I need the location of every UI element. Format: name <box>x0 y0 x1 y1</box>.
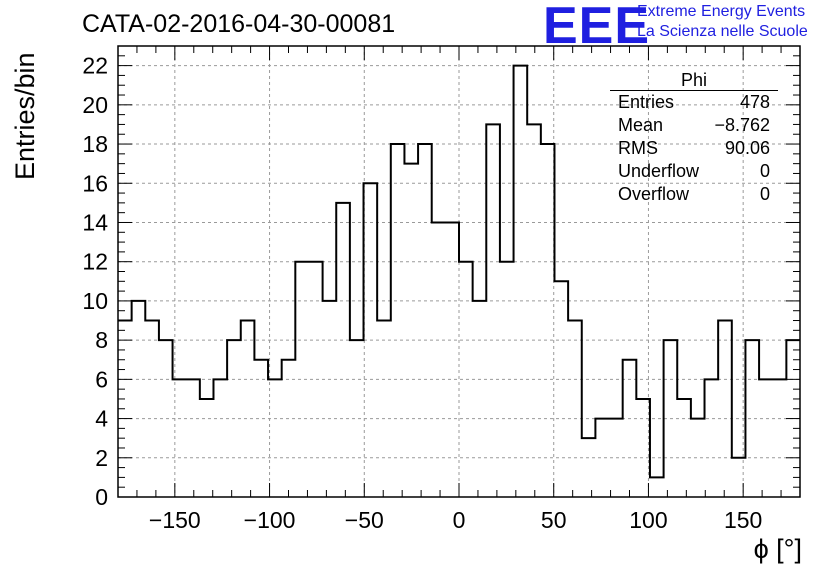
x-tick-label: 100 <box>629 507 667 533</box>
y-tick-label: 2 <box>95 445 108 471</box>
stats-label: RMS <box>618 138 658 158</box>
logo-caption-line2: La Scienza nelle Scuole <box>637 23 808 40</box>
histogram-bin <box>377 321 391 497</box>
histogram-bin <box>691 419 705 497</box>
histogram-bin <box>445 222 459 497</box>
histogram-bin <box>636 399 650 497</box>
histogram-bin <box>213 379 227 497</box>
histogram-bars <box>118 64 800 497</box>
histogram-bin <box>514 66 528 497</box>
x-tick-label: −150 <box>149 507 201 533</box>
stats-box: Phi Entries 478 Mean −8.762 RMS 90.06 Un… <box>610 70 778 206</box>
histogram-bin <box>568 321 582 497</box>
histogram-bin <box>282 360 296 497</box>
stats-value: 0 <box>759 161 770 181</box>
x-tick-label: −100 <box>244 507 296 533</box>
y-tick-label: 20 <box>82 92 108 118</box>
histogram-bin <box>336 203 350 497</box>
logo-caption: Extreme Energy Events La Scienza nelle S… <box>637 2 808 42</box>
y-tick-label: 16 <box>82 170 108 196</box>
histogram-bin <box>323 301 337 497</box>
y-tick-label: 14 <box>82 209 108 235</box>
histogram-bin <box>364 183 378 497</box>
x-axis-label: ϕ [°] <box>753 534 802 564</box>
histogram-bin <box>132 301 146 497</box>
stats-row-mean: Mean −8.762 <box>610 114 778 137</box>
histogram-bin <box>145 321 159 497</box>
histogram-bin <box>391 144 405 497</box>
histogram-bin <box>473 301 487 497</box>
stats-label: Entries <box>618 92 675 112</box>
histogram-bin <box>609 419 623 497</box>
stats-value: 0 <box>759 184 770 204</box>
axes: −150 −100 −50 0 50 100 150 0 2 4 6 8 10 12 14 16 18 20 22 <box>82 45 801 533</box>
y-tick-label: 6 <box>95 366 108 392</box>
histogram-bin <box>486 124 500 497</box>
histogram-bin <box>745 340 759 497</box>
y-tick-label: 4 <box>95 406 108 432</box>
histogram-bin <box>650 477 664 497</box>
histogram-bin <box>705 379 719 497</box>
stats-row-overflow: Overflow 0 <box>610 183 778 206</box>
stats-label: Overflow <box>618 184 690 204</box>
y-tick-label: 8 <box>95 327 108 353</box>
histogram-bin <box>173 379 187 497</box>
histogram-bin <box>241 321 255 497</box>
histogram-bin <box>595 419 609 497</box>
histogram-bin <box>159 340 173 497</box>
eee-logo: EEE <box>543 0 651 55</box>
histogram-bin <box>254 360 268 497</box>
histogram-step-line <box>118 64 800 479</box>
histogram-bin <box>527 124 541 497</box>
stats-value: 90.06 <box>724 138 770 158</box>
y-tick-label: 10 <box>82 288 108 314</box>
histogram-bin <box>677 399 691 497</box>
histogram-bin <box>459 262 473 497</box>
histogram-bin <box>268 379 282 497</box>
stats-value: 478 <box>739 92 770 112</box>
y-tick-label: 18 <box>82 131 108 157</box>
histogram-bin <box>418 144 432 497</box>
histogram-bin <box>295 262 309 497</box>
x-tick-label: −50 <box>345 507 384 533</box>
histogram-bin <box>404 164 418 497</box>
histogram-bin <box>554 281 568 497</box>
chart-title: CATA-02-2016-04-30-00081 <box>82 10 396 38</box>
y-tick-label: 12 <box>82 249 108 275</box>
histogram-bin <box>350 340 364 497</box>
histogram-bin <box>623 360 637 497</box>
stats-label: Mean <box>618 115 664 135</box>
histogram-bin <box>541 144 555 497</box>
histogram-bin <box>186 379 200 497</box>
x-tick-label: 0 <box>453 507 466 533</box>
stats-label: Underflow <box>618 161 700 181</box>
y-axis-label: Entries/bin <box>10 52 40 180</box>
histogram-bin <box>227 340 241 497</box>
histogram-bin <box>664 340 678 497</box>
histogram-bin <box>500 262 514 497</box>
stats-value: −8.762 <box>714 115 770 135</box>
histogram-bin <box>718 321 732 497</box>
histogram-bin <box>432 222 446 497</box>
stats-title: Phi <box>610 70 778 91</box>
x-tick-label: 50 <box>541 507 567 533</box>
histogram-bin <box>773 379 787 497</box>
y-tick-label: 22 <box>82 53 108 79</box>
stats-row-entries: Entries 478 <box>610 91 778 114</box>
histogram-bin <box>759 379 773 497</box>
stats-row-rms: RMS 90.06 <box>610 137 778 160</box>
x-tick-label: 150 <box>724 507 762 533</box>
logo-caption-line1: Extreme Energy Events <box>637 3 806 20</box>
histogram-bin <box>582 438 596 497</box>
stats-row-underflow: Underflow 0 <box>610 160 778 183</box>
histogram-bin <box>200 399 214 497</box>
y-tick-label: 0 <box>95 484 108 510</box>
histogram-bin <box>309 262 323 497</box>
